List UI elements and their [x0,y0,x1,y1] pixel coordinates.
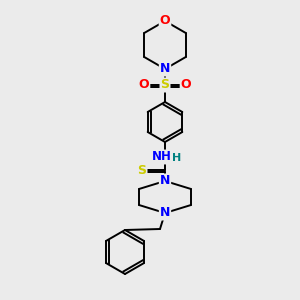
Text: S: S [137,164,146,178]
Text: O: O [139,79,149,92]
Text: O: O [181,79,191,92]
Text: S: S [160,79,169,92]
Text: NH: NH [152,151,172,164]
Text: N: N [160,206,170,220]
Text: H: H [172,153,182,163]
Text: O: O [160,14,170,28]
Text: N: N [160,62,170,76]
Text: N: N [160,175,170,188]
